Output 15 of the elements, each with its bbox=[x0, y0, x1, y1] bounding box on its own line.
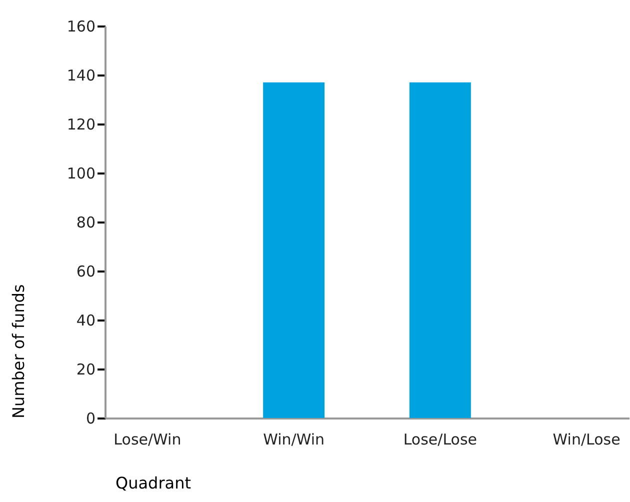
y-tick-label: 100 bbox=[66, 164, 96, 182]
y-tick-label: 120 bbox=[66, 116, 96, 134]
x-tick-label: Win/Win bbox=[263, 430, 325, 448]
x-tick-label: Win/Lose bbox=[552, 430, 620, 448]
y-tick-label: 0 bbox=[86, 410, 96, 428]
y-tick-label: 60 bbox=[76, 262, 96, 280]
x-axis-title: Quadrant bbox=[116, 474, 191, 492]
y-tick-label: 80 bbox=[76, 214, 96, 232]
x-tick-label: Lose/Win bbox=[114, 430, 182, 448]
x-tick-label: Lose/Lose bbox=[403, 430, 478, 448]
y-tick-label: 160 bbox=[66, 18, 96, 36]
y-axis-title: Number of funds bbox=[8, 284, 28, 418]
y-tick-label: 140 bbox=[66, 66, 96, 84]
y-tick-label: 40 bbox=[76, 312, 96, 330]
y-tick-label: 20 bbox=[76, 360, 96, 378]
